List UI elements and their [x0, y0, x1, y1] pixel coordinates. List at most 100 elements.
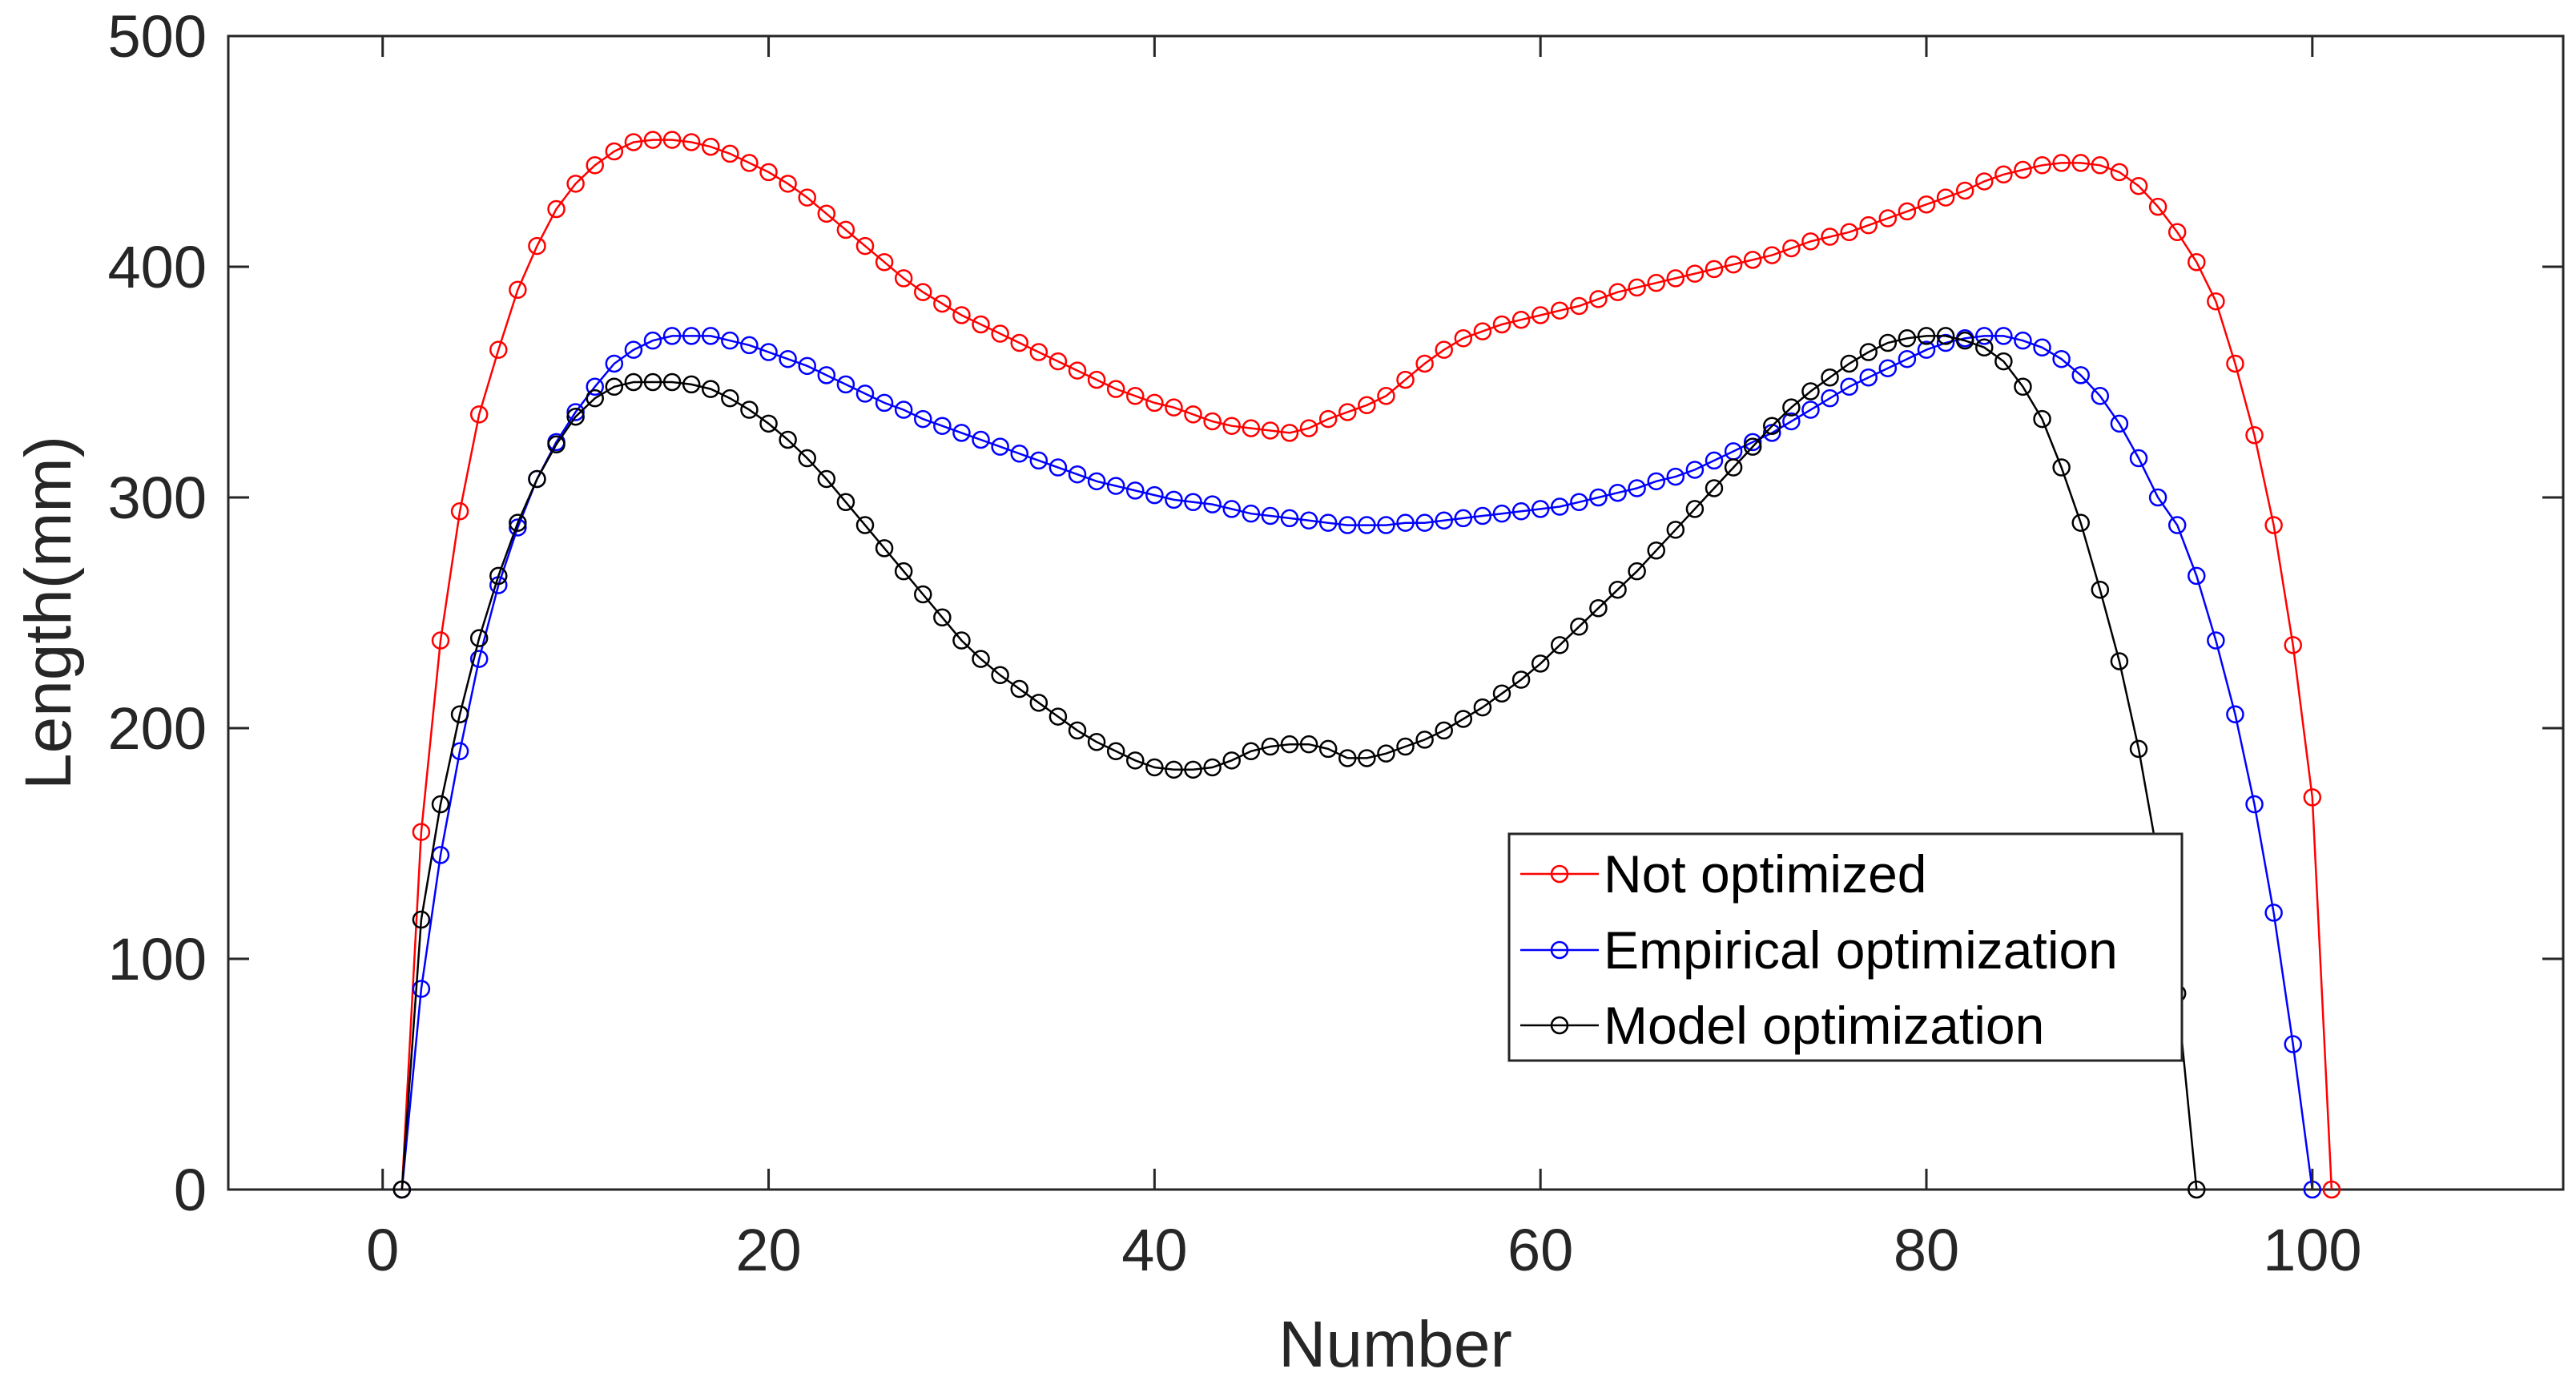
data-point	[817, 469, 836, 489]
y-tick-label: 500	[108, 3, 207, 70]
data-point	[2207, 292, 2225, 311]
data-point	[1165, 760, 1183, 779]
data-point	[1878, 333, 1898, 352]
data-point	[1608, 483, 1627, 502]
data-point	[1821, 368, 1839, 387]
data-point	[1049, 352, 1068, 371]
data-point	[2110, 414, 2129, 433]
data-point	[702, 327, 720, 345]
data-point	[566, 407, 585, 426]
data-point	[1454, 710, 1473, 728]
data-point	[1318, 409, 1338, 429]
data-point	[489, 340, 508, 359]
legend-marker	[1550, 1016, 1569, 1035]
data-point	[469, 629, 489, 647]
data-point	[1280, 509, 1299, 528]
data-point	[1396, 737, 1415, 756]
data-point	[1647, 541, 1665, 560]
data-point	[1010, 445, 1028, 463]
data-point	[1222, 751, 1241, 770]
data-point	[1126, 387, 1145, 405]
data-point	[1511, 310, 1531, 329]
data-point	[1666, 521, 1685, 539]
data-point	[1705, 479, 1724, 497]
data-point	[1473, 698, 1492, 717]
legend-marker	[1550, 940, 1569, 960]
axes-layer: 0 20 40 60 80 100 0 100 200 300 400 500	[108, 3, 2563, 1283]
data-point	[836, 375, 855, 394]
data-point	[605, 377, 624, 397]
data-point	[1415, 731, 1434, 749]
data-point	[1821, 227, 1839, 246]
y-tick-label: 400	[108, 234, 207, 300]
data-point	[1358, 749, 1376, 767]
data-point	[566, 175, 585, 193]
data-point	[1898, 349, 1917, 368]
data-point	[2071, 366, 2090, 384]
data-point	[2264, 904, 2283, 922]
data-point	[1898, 202, 1917, 221]
data-point	[894, 401, 913, 419]
x-tick-label: 40	[1121, 1217, 1187, 1283]
data-point	[1666, 269, 1685, 288]
data-point	[721, 331, 739, 350]
data-point	[1685, 500, 1705, 518]
series-not-optimized	[392, 131, 2341, 1199]
data-point	[952, 424, 971, 442]
data-point	[2245, 425, 2264, 445]
data-point	[1647, 273, 1665, 292]
series-line-empirical-optimization	[400, 335, 2314, 1190]
data-point	[469, 405, 489, 424]
data-point	[817, 366, 836, 384]
x-axis-label: Number	[1278, 1308, 1512, 1381]
data-point	[952, 631, 971, 650]
data-point	[1878, 209, 1898, 227]
legend: Not optimized Empirical optimization Model…	[1507, 832, 2184, 1062]
data-point	[2226, 705, 2244, 723]
data-point	[1068, 361, 1087, 380]
data-point	[1685, 264, 1705, 283]
data-point	[1338, 516, 1357, 534]
data-point	[1358, 516, 1376, 534]
data-point	[933, 608, 952, 627]
data-point	[682, 133, 701, 151]
data-point	[2129, 449, 2148, 468]
data-point	[1299, 419, 1318, 437]
data-point	[1261, 506, 1280, 525]
data-point	[2033, 338, 2051, 357]
data-point	[1049, 458, 1068, 477]
data-point	[1203, 412, 1222, 431]
data-point	[1511, 670, 1531, 689]
data-point	[1145, 758, 1164, 777]
data-point	[1878, 359, 1898, 377]
data-point	[2071, 513, 2090, 532]
data-point	[1280, 735, 1299, 754]
data-point	[1917, 327, 1936, 345]
data-point	[1435, 511, 1453, 530]
data-point	[1994, 352, 2013, 371]
data-point	[643, 372, 662, 392]
data-point	[509, 518, 527, 537]
data-point	[1261, 421, 1280, 440]
data-point	[2091, 156, 2110, 175]
data-point	[759, 163, 778, 182]
data-point	[1821, 389, 1839, 408]
data-point	[1801, 232, 1820, 251]
data-point	[1570, 493, 1588, 512]
data-point	[1126, 751, 1145, 770]
legend-label: Not optimized	[1604, 844, 1927, 904]
data-point	[2014, 160, 2032, 179]
data-point	[817, 204, 836, 223]
data-point	[1898, 329, 1917, 348]
data-point	[1551, 636, 1569, 654]
data-point	[586, 156, 604, 175]
data-point	[991, 666, 1009, 685]
data-point	[1994, 327, 2013, 345]
data-point	[1589, 290, 1608, 308]
data-point	[2052, 349, 2071, 368]
data-point	[2129, 739, 2148, 759]
data-point	[1299, 735, 1318, 754]
data-point	[1106, 742, 1125, 761]
data-point	[1628, 562, 1646, 581]
data-point	[412, 910, 431, 929]
